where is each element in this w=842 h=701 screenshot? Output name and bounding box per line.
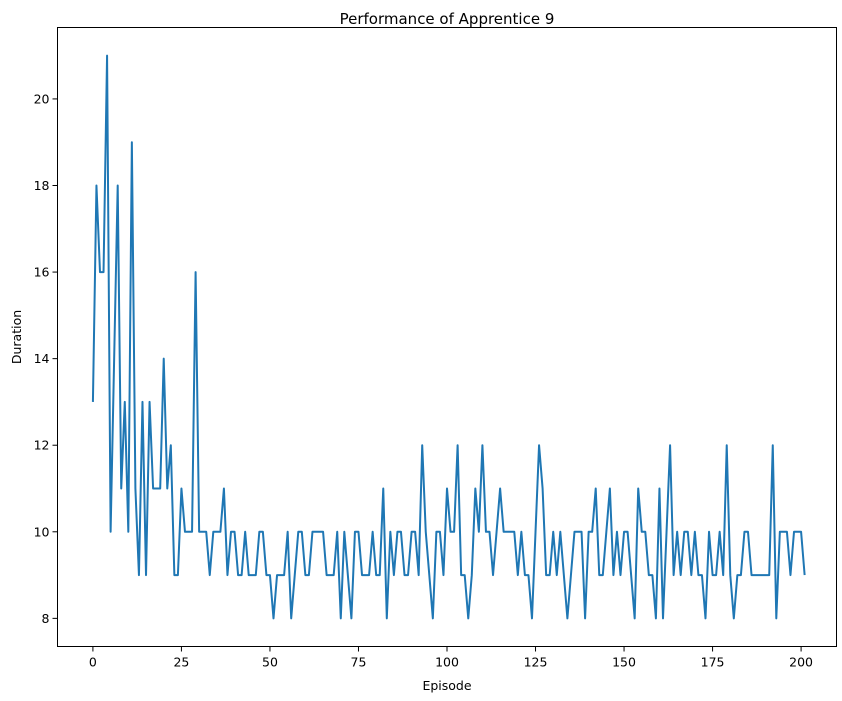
x-tick-label: 75 — [351, 655, 367, 670]
chart-title: Performance of Apprentice 9 — [340, 10, 555, 28]
series-line-0 — [91, 54, 806, 620]
x-tick-label: 0 — [89, 655, 97, 670]
y-axis-ticks: 8 10 12 14 16 18 20 — [34, 91, 58, 626]
y-tick-label: 18 — [34, 178, 50, 193]
y-tick-label: 8 — [42, 611, 50, 626]
plot-area — [91, 54, 806, 620]
y-tick-label: 10 — [34, 524, 50, 539]
x-axis-ticks: 0 25 50 75 100 125 150 175 200 — [89, 646, 813, 670]
x-axis-label: Episode — [422, 678, 471, 693]
y-axis-label: Duration — [9, 310, 24, 364]
x-tick-label: 100 — [435, 655, 459, 670]
x-tick-label: 125 — [524, 655, 548, 670]
x-tick-label: 200 — [789, 655, 813, 670]
y-tick-label: 20 — [34, 91, 50, 106]
x-tick-label: 25 — [173, 655, 189, 670]
x-tick-label: 175 — [701, 655, 725, 670]
x-tick-label: 50 — [262, 655, 278, 670]
y-tick-label: 14 — [34, 351, 50, 366]
y-tick-label: 12 — [34, 438, 50, 453]
y-tick-label: 16 — [34, 265, 50, 280]
x-tick-label: 150 — [612, 655, 636, 670]
plot-frame — [57, 27, 837, 647]
